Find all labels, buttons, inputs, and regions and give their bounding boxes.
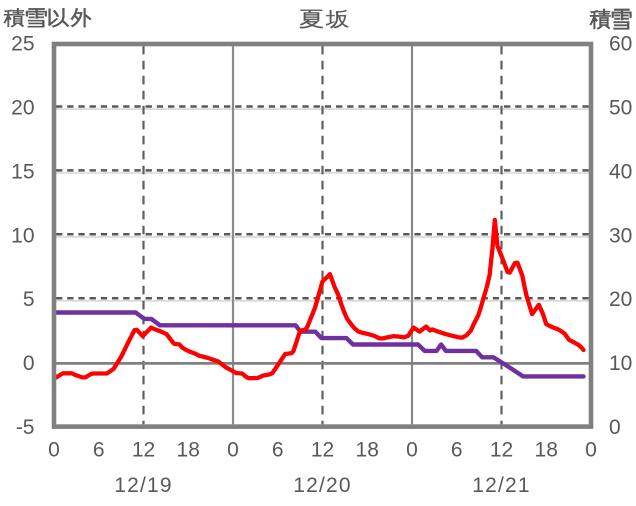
svg-text:12: 12 xyxy=(490,439,513,462)
svg-text:6: 6 xyxy=(451,439,463,462)
svg-text:50: 50 xyxy=(609,97,632,120)
svg-text:0: 0 xyxy=(585,439,597,462)
svg-text:6: 6 xyxy=(272,439,284,462)
svg-text:10: 10 xyxy=(11,224,34,247)
svg-text:5: 5 xyxy=(23,288,35,311)
svg-text:12: 12 xyxy=(132,439,155,462)
svg-text:25: 25 xyxy=(11,33,34,56)
svg-text:12/21: 12/21 xyxy=(472,474,531,497)
svg-text:20: 20 xyxy=(11,97,34,120)
svg-text:-5: -5 xyxy=(16,416,35,439)
svg-text:10: 10 xyxy=(609,352,632,375)
svg-text:0: 0 xyxy=(609,416,621,439)
svg-text:6: 6 xyxy=(93,439,105,462)
svg-text:0: 0 xyxy=(406,439,418,462)
svg-text:0: 0 xyxy=(227,439,239,462)
svg-text:0: 0 xyxy=(48,439,60,462)
svg-text:60: 60 xyxy=(609,33,632,56)
svg-text:18: 18 xyxy=(356,439,379,462)
svg-text:12/20: 12/20 xyxy=(293,474,352,497)
svg-text:18: 18 xyxy=(177,439,200,462)
svg-text:30: 30 xyxy=(609,224,632,247)
svg-text:15: 15 xyxy=(11,160,34,183)
svg-text:0: 0 xyxy=(23,352,35,375)
svg-text:12/19: 12/19 xyxy=(114,474,173,497)
svg-text:18: 18 xyxy=(535,439,558,462)
svg-text:40: 40 xyxy=(609,160,632,183)
svg-text:12: 12 xyxy=(311,439,334,462)
svg-text:20: 20 xyxy=(609,288,632,311)
